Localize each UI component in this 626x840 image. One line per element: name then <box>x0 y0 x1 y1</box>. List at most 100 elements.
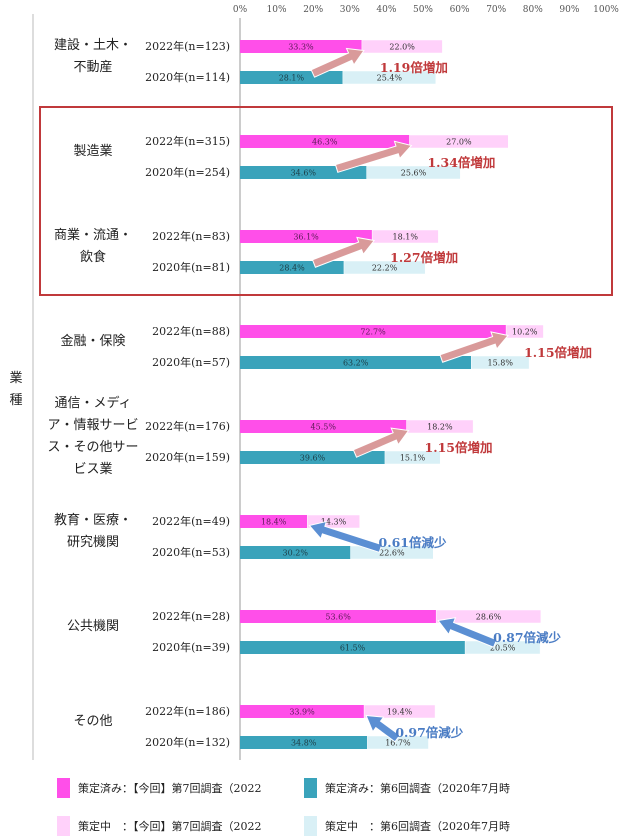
x-tick-label: 0% <box>233 5 248 15</box>
bar-chart: 0% 10% 20% 30% 40% 50% 60% 70% 80% 90% 100% 業種 建設・土木… <box>9 5 619 760</box>
annotation-text: 1.34倍増加 <box>427 155 495 170</box>
data-label-done: 39.6% <box>300 454 326 463</box>
row-label: 2022年(n=176) <box>145 419 230 433</box>
bar-mid <box>464 640 541 655</box>
x-tick-label: 50% <box>413 5 433 15</box>
legend-label: 策定済み：【今回】第7回調査（2022 <box>78 782 262 795</box>
annotation-text: 0.97倍減少 <box>395 725 463 740</box>
data-label-done: 63.2% <box>343 359 369 368</box>
annotation-text: 1.15倍増加 <box>524 345 592 360</box>
row-label: 2022年(n=88) <box>152 324 230 338</box>
category-label: 不動産 <box>73 59 112 75</box>
annotation-text: 0.87倍減少 <box>493 630 561 645</box>
decrease-arrow <box>308 520 383 553</box>
category-label: 研究機関 <box>67 535 119 550</box>
row-label: 2022年(n=123) <box>145 39 230 53</box>
row-label: 2022年(n=49) <box>152 514 230 528</box>
annotation-text: 1.19倍増加 <box>380 60 448 75</box>
category-label: ビス業 <box>73 461 112 477</box>
category-label: 製造業 <box>73 143 112 159</box>
x-tick-label: 10% <box>267 5 287 15</box>
bar-done <box>240 325 507 338</box>
increase-arrow <box>334 140 413 173</box>
row-label: 2022年(n=315) <box>145 134 230 148</box>
data-label-done: 30.2% <box>283 549 309 558</box>
bar-mid <box>406 419 474 434</box>
bar-mid <box>371 229 439 244</box>
category-label: 建設・土木・ <box>54 37 132 53</box>
bar-done <box>240 166 367 179</box>
increase-arrow <box>310 47 365 78</box>
category-label: その他 <box>73 714 112 729</box>
category-label: 公共機関 <box>67 619 119 634</box>
row-label: 2020年(n=254) <box>145 165 230 179</box>
data-label-mid: 25.4% <box>377 74 403 83</box>
data-label-done: 34.6% <box>291 169 317 178</box>
bar-done <box>240 356 472 369</box>
x-tick-label: 30% <box>340 5 360 15</box>
data-label-mid: 22.0% <box>389 43 415 52</box>
row-label: 2020年(n=81) <box>152 260 230 274</box>
row-label: 2020年(n=39) <box>152 640 230 654</box>
legend-item: 策定済み：第6回調査（2020年7月時 <box>304 778 510 798</box>
decrease-arrow <box>437 617 498 648</box>
highlight-box <box>39 106 613 296</box>
row-label: 2020年(n=132) <box>145 735 230 749</box>
bar-mid <box>366 165 461 180</box>
row-label: 2022年(n=83) <box>152 229 230 243</box>
data-label-mid: 15.1% <box>400 454 426 463</box>
data-label-mid: 15.8% <box>488 359 514 368</box>
category-label: 金融・保険 <box>60 333 125 349</box>
row-label: 2020年(n=53) <box>152 545 230 559</box>
row-label: 2020年(n=57) <box>152 355 230 369</box>
data-label-mid: 22.6% <box>379 549 405 558</box>
row-label: 2020年(n=114) <box>145 70 230 84</box>
x-tick-label: 40% <box>376 5 396 15</box>
legend-swatch <box>57 778 70 798</box>
bar-done <box>240 610 437 623</box>
bar-mid <box>343 260 426 275</box>
data-label-mid: 18.2% <box>427 423 453 432</box>
bar-done <box>240 705 365 718</box>
bar-done <box>240 40 362 53</box>
data-label-done: 33.9% <box>289 708 315 717</box>
bar-mid <box>384 450 441 465</box>
data-label-done: 28.4% <box>279 264 305 273</box>
legend-label: 策定中 ：第6回調査（2020年7月時 <box>325 820 510 833</box>
data-label-done: 61.5% <box>340 644 366 653</box>
row-label: 2022年(n=186) <box>145 704 230 718</box>
bar-done <box>240 230 373 243</box>
increase-arrow <box>439 331 510 363</box>
category-label: ア・情報サービ <box>47 418 138 433</box>
legend-label: 策定中 ：【今回】第7回調査（2022 <box>78 820 262 833</box>
bar-done <box>240 515 308 528</box>
data-label-mid: 25.6% <box>401 169 427 178</box>
data-label-done: 72.7% <box>360 328 386 337</box>
data-label-done: 34.8% <box>291 739 317 748</box>
category-label: 教育・医療・ <box>54 512 132 528</box>
data-label-done: 18.4% <box>261 518 287 527</box>
annotation-text: 1.15倍増加 <box>425 440 493 455</box>
data-label-done: 53.6% <box>325 613 351 622</box>
legend-item: 策定中 ：【今回】第7回調査（2022 <box>57 816 262 836</box>
y-axis-title: 業 <box>9 370 22 386</box>
x-tick-label: 60% <box>450 5 470 15</box>
data-label-mid: 14.3% <box>321 518 347 527</box>
category-label: 商業・流通・ <box>54 227 132 243</box>
bar-mid <box>409 134 509 149</box>
data-label-mid: 18.1% <box>393 233 419 242</box>
data-label-done: 45.5% <box>311 423 337 432</box>
bar-mid <box>361 39 443 54</box>
category-label: 通信・メディ <box>54 395 131 411</box>
bar-mid <box>471 355 530 370</box>
x-tick-label: 100% <box>593 5 619 15</box>
bar-mid <box>342 70 437 85</box>
bar-done <box>240 135 410 148</box>
category-label: ス・その他サー <box>47 440 138 455</box>
legend-swatch <box>304 816 317 836</box>
x-tick-label: 70% <box>486 5 506 15</box>
bar-done <box>240 451 385 464</box>
data-label-done: 28.1% <box>279 74 305 83</box>
data-label-mid: 19.4% <box>387 708 413 717</box>
legend-swatch <box>57 816 70 836</box>
